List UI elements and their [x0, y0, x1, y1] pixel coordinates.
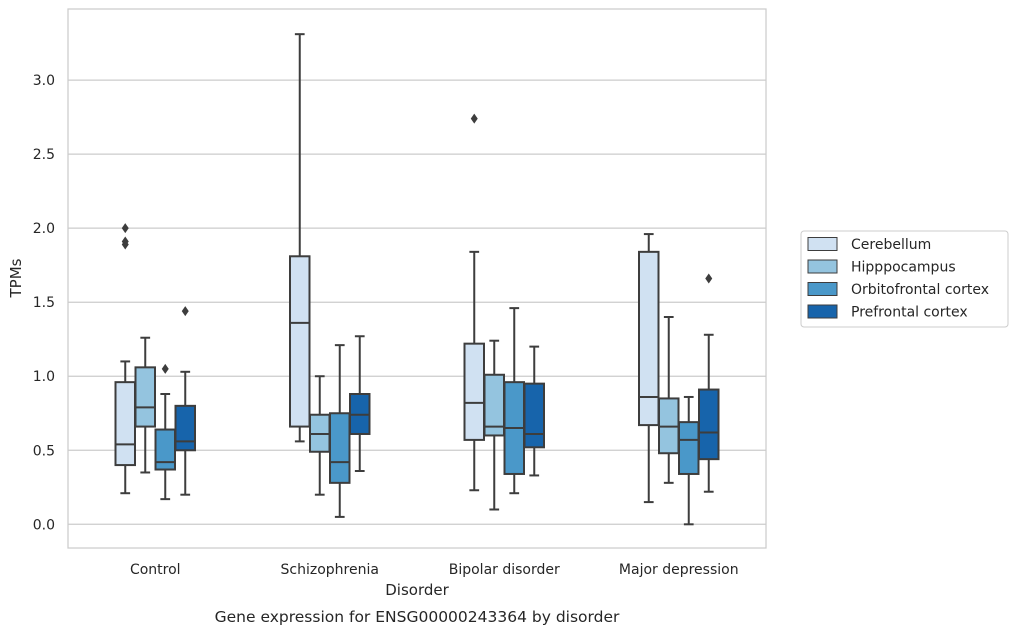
- legend-swatch: [807, 304, 838, 319]
- x-tick-label: Schizophrenia: [281, 562, 379, 578]
- box: [134, 366, 156, 428]
- legend-label: Hipppocampus: [851, 260, 956, 276]
- y-tick-label: 1.0: [33, 369, 55, 385]
- legend: Cerebellum Hipppocampus Orbitofrontal cort…: [800, 230, 1009, 328]
- legend-frame: [800, 230, 1009, 328]
- outlier-point: [470, 113, 478, 124]
- box: [678, 421, 700, 475]
- box-group: [523, 345, 545, 477]
- box-group: [349, 335, 371, 472]
- outlier-point: [705, 273, 713, 284]
- x-tick-label: Bipolar disorder: [449, 562, 560, 578]
- y-axis-title: TPMs: [7, 258, 25, 298]
- x-tick-labels: Control Schizophrenia Bipolar disorder Majo…: [130, 562, 739, 578]
- y-tick-label: 1.5: [33, 295, 55, 311]
- y-tick-label: 2.0: [33, 221, 55, 237]
- box: [174, 404, 196, 452]
- box: [698, 388, 720, 461]
- outlier-point: [121, 223, 129, 234]
- box-group: [154, 363, 176, 501]
- x-tick-label: Control: [130, 562, 181, 578]
- box: [329, 412, 351, 484]
- legend-swatch: [807, 237, 838, 251]
- legend-label: Orbitofrontal cortex: [851, 282, 989, 298]
- box-group: [114, 223, 136, 495]
- box: [289, 255, 311, 428]
- y-tick-label: 0.0: [33, 517, 55, 533]
- x-axis-title: Disorder: [385, 581, 449, 599]
- y-tick-label: 2.5: [33, 147, 55, 163]
- box-group: [638, 233, 660, 504]
- box: [638, 250, 660, 427]
- y-tick-labels: 0.0 0.5 1.0 1.5 2.0 2.5 3.0: [33, 73, 55, 533]
- legend-swatch: [807, 259, 838, 274]
- plot-frame: [67, 8, 767, 549]
- box-group: [503, 307, 525, 495]
- box: [523, 382, 545, 449]
- box: [114, 381, 136, 467]
- box-group: [134, 336, 156, 474]
- box-series: [114, 33, 720, 526]
- box-group: [678, 395, 700, 526]
- box: [463, 342, 485, 441]
- box-group: [329, 344, 351, 518]
- legend-label: Prefrontal cortex: [851, 305, 968, 321]
- box-group: [658, 316, 680, 484]
- box-group: [174, 306, 196, 496]
- outlier-point: [181, 306, 189, 317]
- y-tick-label: 3.0: [33, 73, 55, 89]
- box-group: [463, 113, 485, 492]
- legend-swatch: [807, 282, 838, 296]
- legend-label: Cerebellum: [851, 237, 931, 253]
- box-group: [289, 33, 311, 443]
- chart-caption: Gene expression for ENSG00000243364 by d…: [215, 608, 620, 626]
- box: [154, 428, 176, 471]
- x-tick-label: Major depression: [619, 562, 739, 578]
- outlier-point: [121, 236, 129, 247]
- box-group: [698, 273, 720, 493]
- box-group: [309, 375, 331, 496]
- y-tick-label: 0.5: [33, 443, 55, 459]
- box-group: [483, 339, 505, 511]
- outlier-point: [161, 363, 169, 374]
